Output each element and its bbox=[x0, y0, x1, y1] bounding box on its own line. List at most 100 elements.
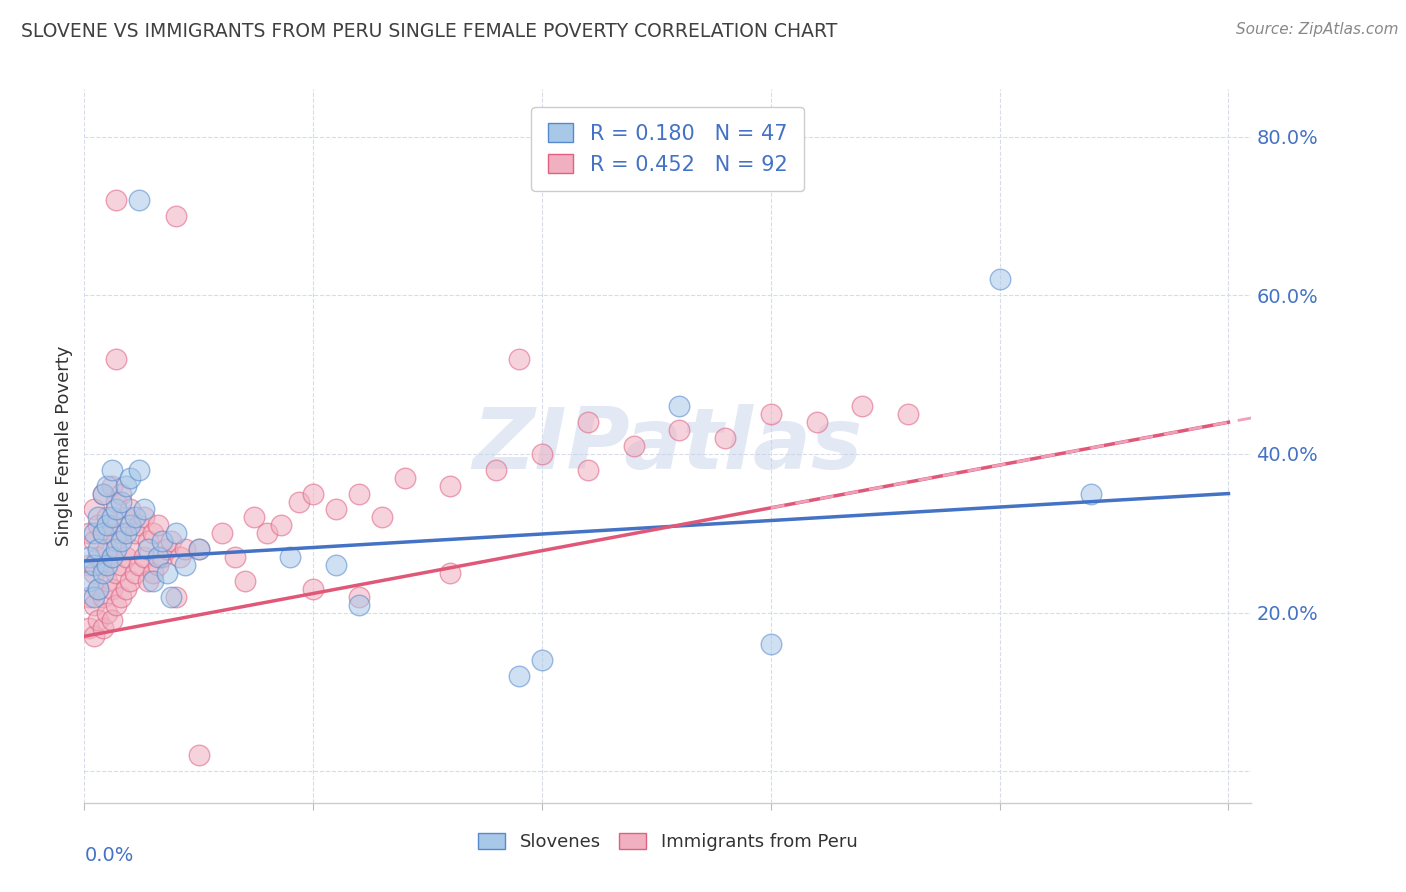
Point bbox=[150, 549, 173, 564]
Point bbox=[110, 590, 132, 604]
Point bbox=[83, 558, 105, 572]
Point bbox=[105, 193, 128, 207]
Point bbox=[174, 542, 197, 557]
Point bbox=[114, 478, 136, 492]
Point bbox=[806, 415, 828, 429]
Point bbox=[124, 526, 146, 541]
Point bbox=[187, 542, 209, 557]
Point bbox=[83, 566, 105, 580]
Point bbox=[83, 526, 105, 541]
Point bbox=[256, 526, 278, 541]
Point bbox=[851, 400, 873, 414]
Point bbox=[132, 510, 155, 524]
Point bbox=[114, 549, 136, 564]
Point bbox=[120, 574, 142, 588]
Point bbox=[187, 542, 209, 557]
Point bbox=[101, 582, 124, 596]
Point bbox=[897, 407, 920, 421]
Point bbox=[114, 582, 136, 596]
Point bbox=[77, 574, 100, 588]
Point bbox=[96, 510, 118, 524]
Point bbox=[347, 486, 370, 500]
Point bbox=[174, 558, 197, 572]
Point bbox=[120, 518, 142, 533]
Point bbox=[325, 558, 347, 572]
Point bbox=[87, 582, 110, 596]
Point bbox=[668, 423, 690, 437]
Point bbox=[288, 494, 311, 508]
Point bbox=[439, 478, 461, 492]
Point bbox=[132, 502, 155, 516]
Point bbox=[105, 351, 128, 366]
Point bbox=[371, 510, 394, 524]
Point bbox=[124, 566, 146, 580]
Y-axis label: Single Female Poverty: Single Female Poverty bbox=[55, 346, 73, 546]
Point bbox=[508, 669, 530, 683]
Point bbox=[101, 478, 124, 492]
Point bbox=[270, 518, 292, 533]
Point bbox=[105, 542, 128, 557]
Point bbox=[347, 598, 370, 612]
Point bbox=[165, 526, 187, 541]
Point bbox=[110, 494, 132, 508]
Point bbox=[156, 542, 179, 557]
Point bbox=[211, 526, 233, 541]
Point bbox=[187, 748, 209, 763]
Point bbox=[714, 431, 737, 445]
Point bbox=[91, 566, 114, 580]
Point bbox=[77, 526, 100, 541]
Text: 0.0%: 0.0% bbox=[84, 846, 134, 864]
Point bbox=[77, 590, 100, 604]
Point bbox=[96, 518, 118, 533]
Point bbox=[83, 534, 105, 549]
Point bbox=[83, 590, 105, 604]
Point bbox=[530, 653, 553, 667]
Point bbox=[110, 534, 132, 549]
Point bbox=[87, 582, 110, 596]
Point bbox=[96, 478, 118, 492]
Point bbox=[142, 566, 165, 580]
Point bbox=[120, 542, 142, 557]
Point bbox=[668, 400, 690, 414]
Point bbox=[165, 209, 187, 223]
Point bbox=[242, 510, 264, 524]
Text: SLOVENE VS IMMIGRANTS FROM PERU SINGLE FEMALE POVERTY CORRELATION CHART: SLOVENE VS IMMIGRANTS FROM PERU SINGLE F… bbox=[21, 22, 838, 41]
Point bbox=[165, 590, 187, 604]
Point bbox=[91, 526, 114, 541]
Point bbox=[302, 486, 325, 500]
Point bbox=[485, 463, 508, 477]
Point bbox=[87, 518, 110, 533]
Point bbox=[1080, 486, 1102, 500]
Point bbox=[142, 574, 165, 588]
Point bbox=[114, 526, 136, 541]
Point bbox=[128, 518, 150, 533]
Point bbox=[101, 510, 124, 524]
Point bbox=[101, 549, 124, 564]
Point bbox=[439, 566, 461, 580]
Point bbox=[110, 486, 132, 500]
Point bbox=[83, 629, 105, 643]
Point bbox=[101, 463, 124, 477]
Point bbox=[105, 494, 128, 508]
Point bbox=[160, 590, 183, 604]
Point bbox=[394, 471, 416, 485]
Point bbox=[142, 526, 165, 541]
Text: ZIPatlas: ZIPatlas bbox=[472, 404, 863, 488]
Point bbox=[77, 558, 100, 572]
Point bbox=[623, 439, 645, 453]
Point bbox=[120, 471, 142, 485]
Point bbox=[233, 574, 256, 588]
Point bbox=[110, 558, 132, 572]
Point bbox=[114, 510, 136, 524]
Point bbox=[87, 510, 110, 524]
Point bbox=[91, 486, 114, 500]
Point bbox=[169, 549, 191, 564]
Point bbox=[77, 549, 100, 564]
Point bbox=[124, 510, 146, 524]
Point bbox=[278, 549, 301, 564]
Point bbox=[988, 272, 1011, 286]
Point bbox=[160, 534, 183, 549]
Point bbox=[110, 526, 132, 541]
Point bbox=[156, 566, 179, 580]
Point bbox=[96, 606, 118, 620]
